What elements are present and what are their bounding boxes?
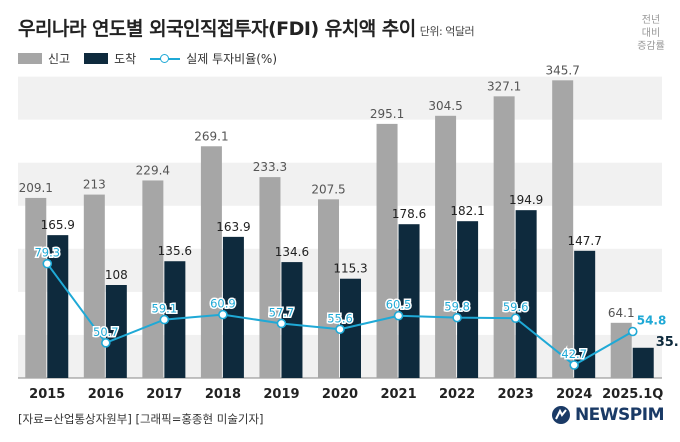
chart-title-text: 우리나라 연도별 외국인직접투자(FDI) 유치액 추이 — [18, 18, 416, 40]
brand-name: NEWSPIM — [574, 405, 665, 425]
legend-swatch-arrived — [84, 53, 109, 64]
label-arrived-2015: 165.9 — [41, 218, 75, 232]
label-declared-2019: 233.3 — [253, 160, 287, 174]
bar-arrived-2024 — [574, 250, 596, 378]
ratio-point-2016 — [101, 338, 111, 348]
legend: 신고 도착 실제 투자비율(%) — [18, 50, 291, 67]
ratio-point-2022 — [452, 312, 462, 323]
bar-arrived-2022 — [457, 221, 479, 378]
bar-declared-2018 — [200, 146, 222, 378]
ratio-label-2024: 42.7 — [561, 347, 587, 361]
ratio-label-2023: 59.6 — [503, 300, 529, 314]
x-tick-2018: 2018 — [205, 387, 241, 402]
label-arrived-2020: 115.3 — [333, 262, 367, 276]
bar-declared-2023 — [493, 96, 515, 378]
bar-arrived-2025.1Q — [632, 347, 654, 378]
bar-arrived-2016 — [105, 285, 127, 378]
ratio-label-2022: 59.8 — [444, 300, 470, 314]
x-tick-2022: 2022 — [439, 387, 475, 402]
chart-title: 우리나라 연도별 외국인직접투자(FDI) 유치액 추이 단위: 억달러 — [18, 14, 475, 41]
bar-arrived-2023 — [515, 210, 537, 378]
bar-declared-2025.1Q — [610, 322, 632, 378]
label-arrived-2024: 147.7 — [568, 234, 602, 248]
bar-declared-2015 — [25, 197, 47, 378]
bar-declared-2022 — [435, 115, 457, 379]
label-arrived-2017: 135.6 — [158, 244, 192, 258]
label-declared-2018: 269.1 — [194, 129, 228, 143]
ratio-label-2021: 60.5 — [386, 298, 412, 312]
ratio-point-2021 — [393, 310, 404, 321]
label-arrived-2022: 182.1 — [450, 204, 484, 218]
newspim-logo-icon — [551, 406, 570, 424]
source-credit: [자료=산업통상자원부] [그래픽=홍종현 미술기자] — [18, 412, 264, 426]
ratio-point-2023 — [510, 313, 521, 324]
bar-declared-2019 — [259, 177, 281, 378]
ratio-point-2019 — [276, 318, 287, 329]
legend-label-arrived: 도착 — [114, 52, 137, 66]
ratio-label-2019: 57.7 — [269, 305, 295, 319]
x-tick-2020: 2020 — [322, 387, 358, 402]
label-declared-2024: 345.7 — [546, 63, 580, 77]
x-tick-2019: 2019 — [263, 387, 299, 402]
bar-arrived-2020 — [340, 278, 361, 378]
ratio-point-2024 — [569, 360, 579, 370]
label-declared-2015: 209.1 — [19, 181, 53, 195]
ratio-point-2015 — [42, 258, 53, 269]
label-declared-2020: 207.5 — [311, 182, 345, 196]
ratio-point-2017 — [159, 314, 170, 325]
bar-declared-2016 — [83, 194, 105, 378]
label-arrived-2016: 108 — [105, 268, 128, 282]
ratio-point-2018 — [218, 309, 228, 320]
x-tick-2025.1Q: 2025.1Q — [602, 387, 663, 402]
label-arrived-2023: 194.9 — [509, 193, 543, 207]
label-declared-2016: 213 — [83, 178, 106, 192]
x-tick-2024: 2024 — [556, 387, 592, 402]
bar-declared-2021 — [376, 123, 398, 378]
label-arrived-2025.1Q: 35.1 — [656, 335, 680, 350]
x-tick-2015: 2015 — [29, 387, 65, 402]
label-declared-2023: 327.1 — [487, 79, 521, 93]
x-tick-2021: 2021 — [380, 387, 416, 402]
ratio-label-2020: 55.6 — [327, 311, 353, 325]
legend-item-ratio: 실제 투자비율(%) — [150, 50, 277, 67]
bar-declared-2017 — [142, 180, 164, 378]
label-arrived-2018: 163.9 — [216, 220, 250, 234]
label-arrived-2021: 178.6 — [392, 207, 426, 221]
ratio-label-2015: 79.3 — [34, 246, 60, 260]
x-tick-2023: 2023 — [498, 387, 534, 402]
label-declared-2021: 295.1 — [370, 107, 404, 121]
legend-swatch-ratio — [150, 53, 181, 65]
legend-item-arrived: 도착 — [84, 50, 136, 67]
bar-arrived-2018 — [222, 236, 244, 378]
ratio-label-2016: 50.7 — [93, 325, 119, 339]
ratio-label-2018: 60.9 — [210, 297, 236, 311]
legend-label-declared: 신고 — [48, 52, 71, 66]
label-declared-2022: 304.5 — [428, 99, 462, 113]
ratio-label-2017: 59.1 — [152, 302, 178, 316]
ratio-label-2025.1Q: 54.8 — [637, 314, 667, 328]
x-tick-2017: 2017 — [146, 387, 182, 402]
ratio-point-2025.1Q — [627, 326, 638, 337]
bar-declared-2024 — [552, 80, 574, 378]
legend-item-declared: 신고 — [18, 50, 70, 67]
brand-logo: NEWSPIM — [551, 405, 665, 425]
ratio-point-2020 — [335, 324, 345, 335]
label-arrived-2019: 134.6 — [275, 245, 309, 259]
corner-note: 전년 대비 증감률 — [637, 15, 665, 52]
x-tick-2016: 2016 — [88, 387, 124, 402]
unit-label: 단위: 억달러 — [419, 25, 475, 38]
bar-arrived-2021 — [398, 224, 420, 378]
legend-swatch-declared — [18, 53, 42, 64]
bar-arrived-2019 — [281, 262, 303, 378]
legend-label-ratio: 실제 투자비율(%) — [186, 52, 278, 66]
label-declared-2025.1Q: 64.1 — [608, 306, 635, 320]
bar-declared-2020 — [318, 199, 339, 378]
label-declared-2017: 229.4 — [136, 163, 170, 177]
